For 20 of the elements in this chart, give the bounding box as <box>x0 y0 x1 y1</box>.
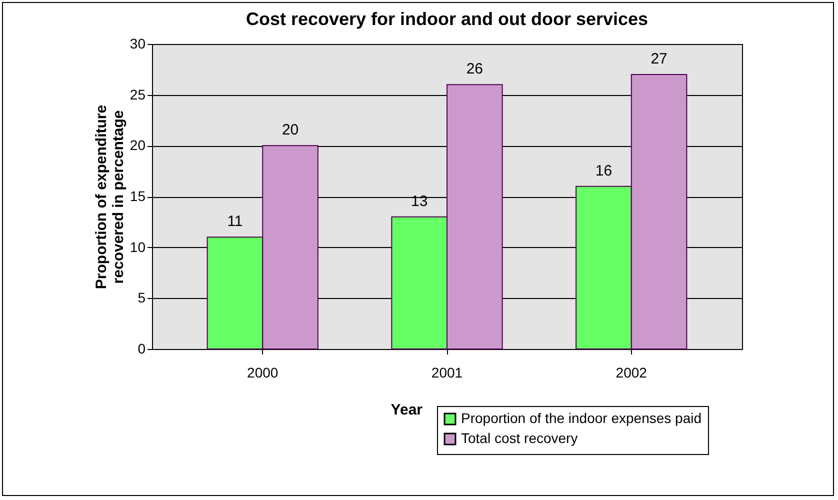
y-tick-label: 20 <box>130 137 146 154</box>
y-axis-title: Proportion of expenditure recovered in percentage <box>92 104 127 290</box>
y-tick-label: 0 <box>138 340 146 356</box>
y-tick-label: 25 <box>130 86 146 102</box>
data-label: 16 <box>595 162 612 180</box>
y-tick-label: 10 <box>130 238 146 255</box>
x-tick-label: 2000 <box>247 364 278 380</box>
y-tick-label: 5 <box>138 290 146 306</box>
y-tick-label: 15 <box>130 188 146 204</box>
legend-label: Proportion of the indoor expenses paid <box>461 410 702 426</box>
data-label: 20 <box>282 122 299 139</box>
x-tick-label: 2001 <box>431 364 463 380</box>
x-tick-label: 2002 <box>616 364 648 380</box>
x-axis-title: Year <box>390 402 423 418</box>
chart-title: Cost recovery for indoor and out door services <box>246 9 648 29</box>
data-label: 27 <box>650 50 668 68</box>
y-tick-label: 30 <box>130 36 146 52</box>
data-label: 11 <box>227 213 243 230</box>
data-label: 26 <box>466 60 483 78</box>
legend-label: Total cost recovery <box>461 430 578 446</box>
